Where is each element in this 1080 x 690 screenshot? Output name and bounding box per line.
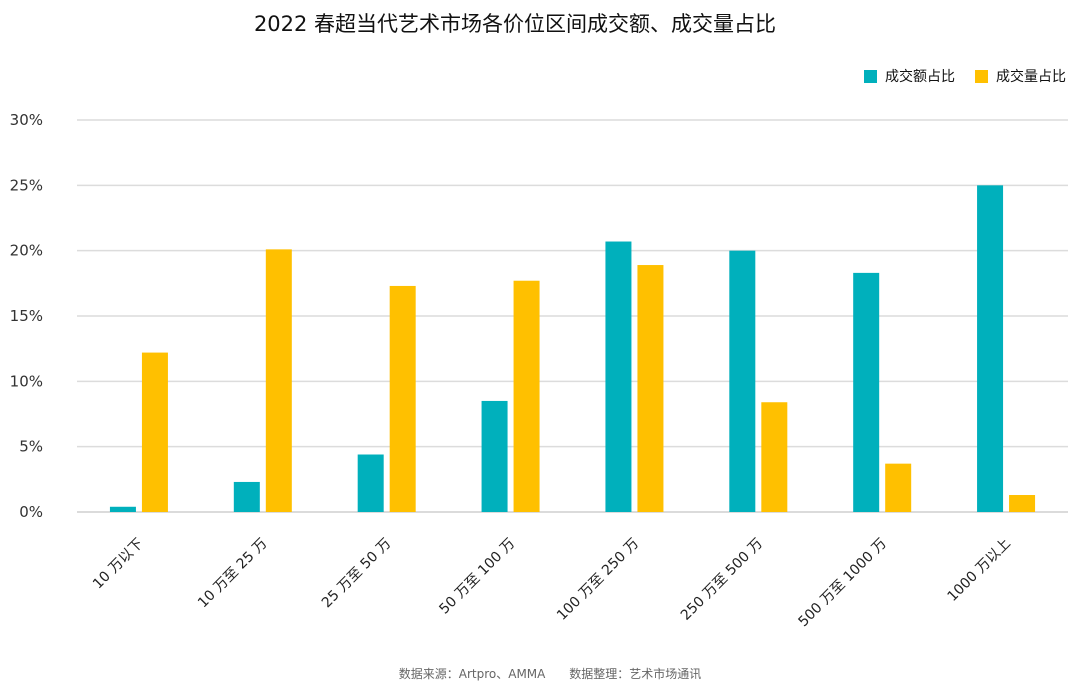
legend-item-volume: 成交量占比 bbox=[975, 66, 1066, 86]
bar-volume bbox=[141, 352, 168, 512]
bar-volume bbox=[761, 402, 788, 512]
y-tick-label: 25% bbox=[10, 176, 43, 194]
bar-volume bbox=[389, 285, 416, 512]
x-tick-label: 25 万至 50 万 bbox=[319, 536, 395, 612]
legend-item-amount: 成交额占比 bbox=[864, 66, 955, 86]
x-tick-label: 500 万至 1000 万 bbox=[795, 536, 890, 631]
y-tick-label: 30% bbox=[10, 111, 43, 129]
chart-title: 2022 春超当代艺术市场各价位区间成交额、成交量占比 bbox=[253, 12, 777, 36]
y-tick-label: 10% bbox=[10, 372, 43, 390]
chart-legend: 成交额占比 成交量占比 bbox=[864, 66, 1066, 86]
bar-amount bbox=[481, 400, 508, 512]
source-compiler-label: 数据整理：艺术市场通讯 bbox=[569, 667, 702, 681]
source-note: 数据来源：Artpro、AMMA 数据整理：艺术市场通讯 bbox=[0, 665, 1080, 682]
x-tick-label: 10 万至 25 万 bbox=[195, 536, 271, 612]
x-tick-label: 1000 万以上 bbox=[945, 536, 1014, 605]
bar-volume bbox=[1009, 495, 1036, 512]
y-tick-label: 15% bbox=[10, 307, 43, 325]
bar-amount bbox=[233, 481, 260, 512]
bar-volume bbox=[885, 463, 912, 512]
y-tick-label: 20% bbox=[10, 242, 43, 260]
legend-label-amount: 成交额占比 bbox=[885, 69, 955, 85]
bar-volume bbox=[637, 265, 664, 512]
x-tick-label: 50 万至 100 万 bbox=[436, 536, 518, 618]
x-tick-label: 250 万至 500 万 bbox=[678, 536, 766, 624]
bar-amount bbox=[109, 506, 136, 512]
legend-swatch-volume bbox=[975, 69, 988, 83]
bar-volume bbox=[513, 280, 540, 512]
x-tick-label: 10 万以下 bbox=[90, 536, 147, 593]
source-data-label: 数据来源：Artpro、AMMA bbox=[398, 667, 546, 681]
bar-amount bbox=[977, 185, 1004, 513]
bar-amount bbox=[729, 250, 756, 512]
y-tick-label: 0% bbox=[19, 503, 43, 521]
x-tick-label: 100 万至 250 万 bbox=[554, 536, 642, 624]
y-tick-label: 5% bbox=[19, 438, 43, 456]
bar-amount bbox=[357, 454, 384, 512]
bar-amount bbox=[853, 272, 880, 512]
bar-volume bbox=[265, 249, 292, 513]
legend-swatch-amount bbox=[864, 69, 877, 83]
bar-amount bbox=[605, 241, 632, 512]
legend-label-volume: 成交量占比 bbox=[996, 69, 1066, 85]
